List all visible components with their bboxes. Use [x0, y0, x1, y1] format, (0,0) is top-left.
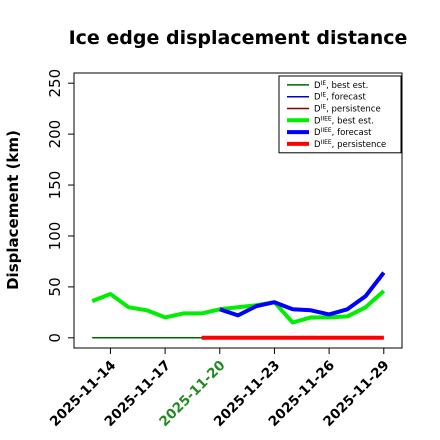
legend-entry-die_fc: DIE, forecast	[314, 92, 367, 103]
y-tick-label: 250	[46, 69, 64, 98]
legend-entry-die_best: DIE, best est.	[314, 80, 368, 91]
legend-entry-diiee_fc: DIIEE, forecast	[314, 127, 372, 138]
legend-entry-diiee_best: DIIEE, best est.	[314, 115, 374, 126]
y-axis-label: Displacement (km)	[4, 130, 22, 290]
legend-entry-die_pers: DIE, persistence	[314, 104, 381, 115]
y-tick-label: 200	[46, 120, 64, 149]
y-tick-label: 0	[46, 333, 64, 343]
series-line-diiee_fc	[219, 271, 386, 318]
y-tick-label: 50	[46, 277, 64, 296]
legend-box	[278, 75, 402, 154]
y-axis: 0 50 100 150 200 250	[46, 69, 75, 343]
y-tick-label: 100	[46, 222, 64, 251]
chart-title: Ice edge displacement distance	[69, 27, 408, 49]
legend-entry-diiee_pers: DIIEE, persistence	[314, 139, 386, 150]
series-line-diiee_best	[91, 289, 386, 325]
x-axis: 2025-11-142025-11-172025-11-202025-11-23…	[47, 347, 393, 430]
plot-area	[91, 271, 386, 340]
y-tick-label: 150	[46, 171, 64, 200]
